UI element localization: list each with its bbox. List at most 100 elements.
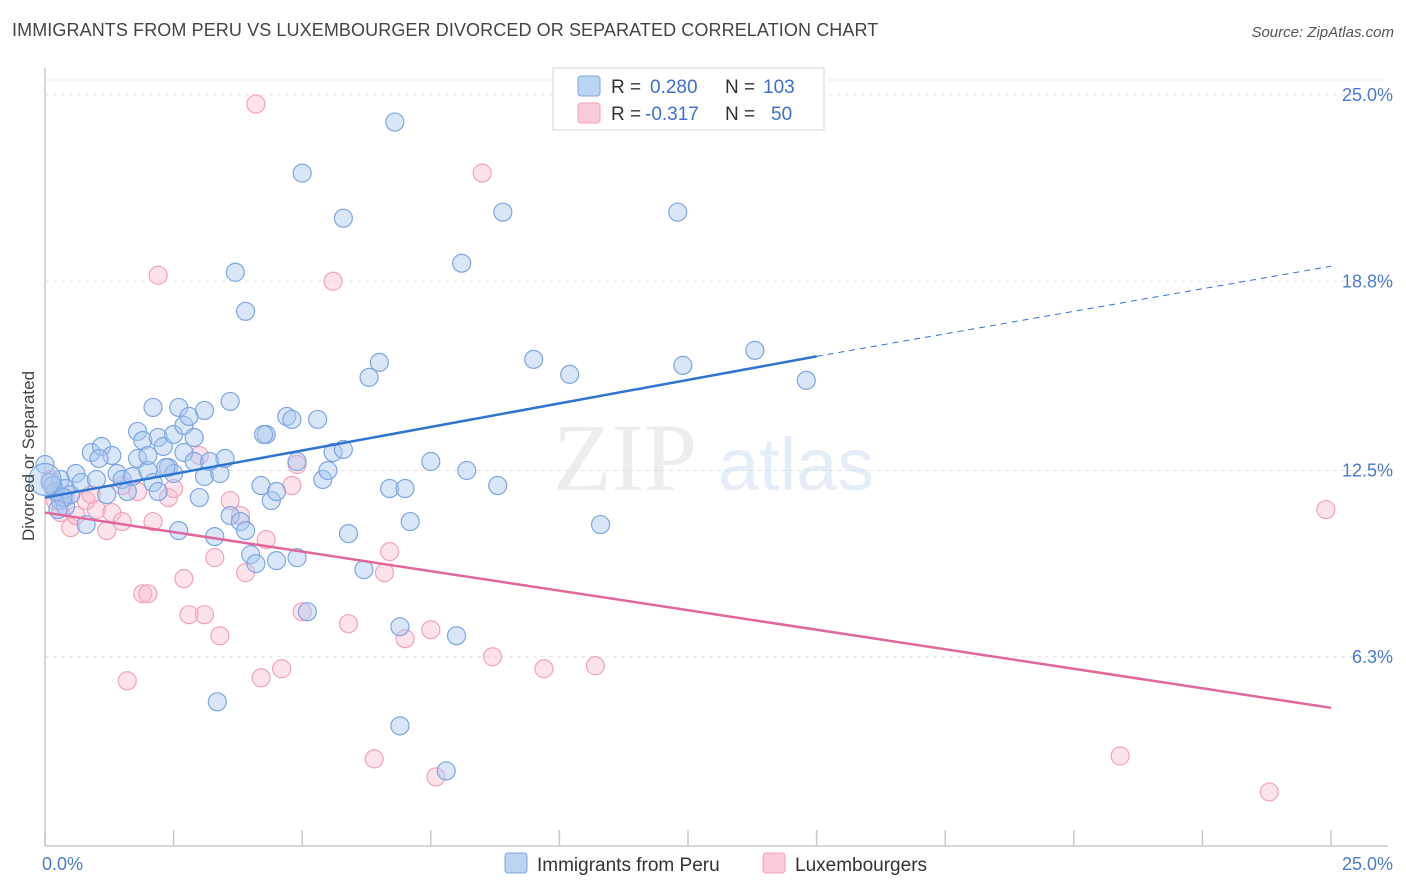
point-peru [143,397,163,418]
point-luxembourgers [426,767,446,787]
point-peru [452,253,472,273]
point-peru [194,400,215,421]
point-peru [385,112,405,132]
point-peru [668,202,688,222]
trend-line-luxembourgers [44,511,1332,710]
legend-r-value-2: -0.317 [645,104,699,125]
point-luxembourgers [421,620,441,640]
point-peru [35,454,55,475]
point-luxembourgers [246,94,266,114]
point-peru [524,349,544,369]
point-luxembourgers [205,548,225,568]
point-peru [107,463,127,484]
point-peru [395,478,415,499]
point-peru [89,448,109,469]
series-legend-swatch-peru [504,852,528,874]
chart-source: Source: ZipAtlas.com [1251,24,1394,41]
point-peru [254,424,274,445]
point-peru [230,511,251,532]
legend-n-value-1: 103 [763,77,795,98]
trend-line-peru-extension [816,265,1332,357]
x-tick-label-max: 25.0% [1342,854,1393,874]
point-peru [318,460,338,481]
point-luxembourgers [482,647,503,667]
legend-r-label-2: R = [611,104,641,125]
axes [44,68,1388,847]
point-peru [390,617,410,637]
point-peru [225,262,245,282]
y-tick-label: 25.0% [1342,85,1393,105]
legend-n-value-2: 50 [771,104,792,125]
point-peru [297,602,317,622]
point-luxembourgers [194,605,215,625]
point-luxembourgers [585,656,606,676]
point-peru [354,560,374,580]
watermark-zip: ZIP [553,404,697,511]
point-luxembourgers [1316,499,1336,520]
point-peru [148,427,168,448]
point-luxembourgers [158,487,179,508]
series-legend-label-peru: Immigrants from Peru [537,855,720,876]
point-peru [261,490,281,511]
point-peru [359,367,379,387]
point-luxembourgers [148,265,168,285]
watermark: ZIP atlas [553,404,874,511]
point-luxembourgers [220,490,240,511]
y-tick-label: 18.8% [1342,271,1393,291]
point-peru [148,481,168,502]
legend-swatch-luxembourgers [577,102,601,124]
trend-lines [44,265,1332,710]
point-peru [169,520,189,541]
point-peru [220,391,240,412]
point-luxembourgers [534,659,554,679]
point-peru [266,551,287,571]
point-peru [66,463,86,484]
point-peru [189,487,209,508]
point-peru [421,451,441,472]
point-luxembourgers [472,163,492,183]
point-peru [207,692,227,712]
legend-swatch-peru [577,75,601,97]
point-luxembourgers [1110,746,1130,766]
trend-line-peru [44,355,817,499]
point-peru [369,352,389,372]
point-peru [282,409,302,430]
y-tick-label: 6.3% [1352,647,1393,667]
point-luxembourgers [61,517,81,538]
point-luxembourgers [164,478,184,499]
point-peru [287,548,307,568]
legend-n-label-1: N = [725,77,755,98]
point-peru [287,451,307,472]
point-peru [308,409,328,430]
point-luxembourgers [272,659,292,679]
legend-n-label-2: N = [725,104,755,125]
point-peru [127,421,148,442]
y-axis-title: Divorced or Separated [19,371,38,541]
point-luxembourgers [86,499,107,520]
point-luxembourgers [292,602,312,622]
point-peru [236,520,256,541]
point-peru [220,505,240,526]
point-luxembourgers [380,542,400,562]
point-peru [380,478,400,499]
y-tick-label: 12.5% [1342,461,1393,481]
point-peru [138,445,158,466]
series-legend-swatch-luxembourgers [762,852,786,874]
series-legend: Immigrants from Peru Luxembourgers [504,852,927,876]
point-luxembourgers [143,511,163,532]
point-peru [673,355,693,375]
point-peru [590,514,611,535]
point-peru [184,427,204,448]
point-peru [236,301,256,321]
point-luxembourgers [174,569,194,589]
point-peru [457,460,477,481]
point-luxembourgers [133,584,153,604]
point-peru [81,442,101,463]
point-luxembourgers [117,671,137,691]
point-luxembourgers [395,629,415,649]
point-peru [241,545,261,565]
point-luxembourgers [364,749,384,769]
chart-title: IMMIGRANTS FROM PERU VS LUXEMBOURGER DIV… [12,20,879,40]
point-luxembourgers [127,481,148,502]
point-luxembourgers [251,668,271,688]
